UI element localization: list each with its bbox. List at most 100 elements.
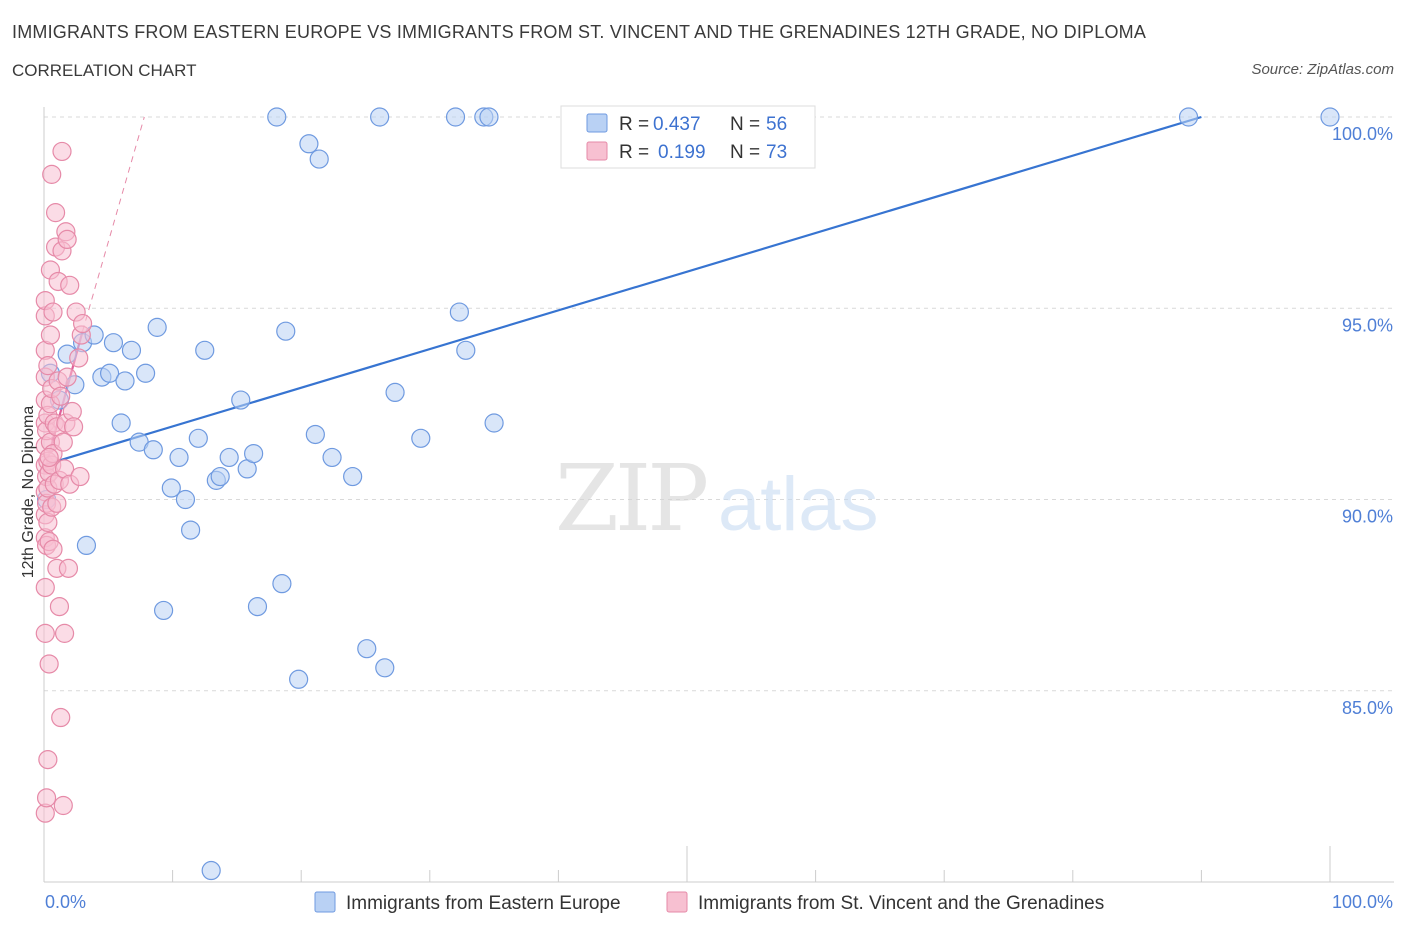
point-pink-48 xyxy=(49,596,70,617)
point-blue-42 xyxy=(357,639,377,659)
x-tick-label-1: 100.0% xyxy=(1332,892,1393,912)
point-blue-37 xyxy=(299,134,319,154)
point-blue-35 xyxy=(276,321,296,341)
point-pink-68 xyxy=(69,348,89,368)
stats-blue-swatch xyxy=(586,113,608,133)
point-pink-51 xyxy=(51,386,71,406)
stats-pink-r-label: R = xyxy=(619,142,649,163)
stats-pink-r-value: 0.199 xyxy=(658,142,706,163)
point-pink-42 xyxy=(45,203,66,223)
stats-legend: R = 0.437 N = 56 R = 0.199 N = 73 xyxy=(560,105,816,169)
point-blue-24 xyxy=(195,340,215,360)
point-blue-22 xyxy=(181,520,201,540)
point-pink-30 xyxy=(40,325,61,345)
point-blue-11 xyxy=(111,413,131,433)
trend-lines xyxy=(42,115,1202,474)
point-blue-44 xyxy=(375,658,395,678)
point-blue-12 xyxy=(115,371,135,391)
point-blue-34 xyxy=(272,574,292,594)
point-blue-48 xyxy=(449,302,469,322)
point-blue-55 xyxy=(1320,107,1340,127)
y-tick-label-1: 90.0% xyxy=(1342,507,1393,527)
point-blue-38 xyxy=(305,424,325,445)
point-blue-46 xyxy=(411,428,431,448)
point-pink-14 xyxy=(36,788,57,808)
point-pink-62 xyxy=(58,558,79,578)
point-blue-51 xyxy=(479,107,499,127)
watermark: ZIP atlas xyxy=(555,445,879,552)
point-pink-25 xyxy=(39,654,59,674)
point-pink-54 xyxy=(53,795,73,816)
legend-pink-label: Immigrants from St. Vincent and the Gren… xyxy=(698,893,1104,914)
y-axis-label: 12th Grade, No Diploma xyxy=(20,406,37,579)
point-blue-19 xyxy=(161,478,181,498)
legend-pink-swatch xyxy=(666,891,688,913)
source-note: Source: ZipAtlas.com xyxy=(1251,61,1394,78)
point-pink-38 xyxy=(43,302,63,322)
stats-blue-r-value: 0.437 xyxy=(653,114,701,135)
point-pink-36 xyxy=(43,539,63,559)
watermark-atlas: atlas xyxy=(718,462,879,547)
point-pink-53 xyxy=(52,141,72,162)
point-blue-16 xyxy=(143,440,163,460)
point-pink-72 xyxy=(39,447,59,468)
point-pink-71 xyxy=(72,313,93,334)
point-pink-60 xyxy=(57,367,77,387)
point-pink-50 xyxy=(51,707,71,728)
point-pink-2 xyxy=(35,577,55,598)
point-blue-29 xyxy=(231,390,251,410)
point-blue-40 xyxy=(322,447,342,468)
point-blue-36 xyxy=(289,669,309,689)
point-blue-18 xyxy=(153,600,174,621)
watermark-zip: ZIP xyxy=(555,445,706,552)
axis-ticks: 85.0% 90.0% 95.0% 100.0% 0.0% 100.0% xyxy=(45,124,1393,912)
trend-line-pink-extension xyxy=(82,116,145,332)
point-blue-41 xyxy=(343,466,363,487)
point-pink-66 xyxy=(63,417,84,437)
point-pink-19 xyxy=(38,749,58,770)
y-tick-label-2: 95.0% xyxy=(1342,315,1393,335)
point-pink-44 xyxy=(47,493,67,513)
series-legend: Immigrants from Eastern Europe Immigrant… xyxy=(314,891,1104,914)
stats-blue-r-label: R = xyxy=(619,114,649,135)
point-blue-45 xyxy=(385,382,405,402)
point-pink-61 xyxy=(57,229,77,249)
stats-pink-n-label: N = xyxy=(730,142,760,163)
point-blue-43 xyxy=(370,107,390,127)
point-blue-39 xyxy=(309,149,329,169)
legend-blue-swatch xyxy=(314,891,336,913)
point-blue-25 xyxy=(201,860,221,881)
stats-blue-n-label: N = xyxy=(730,114,760,135)
x-tick-label-0: 0.0% xyxy=(45,892,86,912)
point-pink-1 xyxy=(35,623,55,643)
point-pink-64 xyxy=(60,275,80,295)
chart-title: IMMIGRANTS FROM EASTERN EUROPE VS IMMIGR… xyxy=(12,22,1147,42)
point-pink-24 xyxy=(38,356,58,376)
stats-pink-swatch xyxy=(586,141,608,161)
point-blue-33 xyxy=(267,107,287,127)
stats-blue-n-value: 56 xyxy=(766,114,787,135)
point-blue-31 xyxy=(244,444,264,464)
point-pink-35 xyxy=(42,164,62,184)
data-points xyxy=(35,107,1340,881)
point-blue-15 xyxy=(135,363,156,383)
point-blue-52 xyxy=(484,413,504,433)
point-blue-6 xyxy=(76,535,97,556)
stats-pink-n-value: 73 xyxy=(766,142,787,163)
point-blue-17 xyxy=(147,317,167,337)
point-pink-69 xyxy=(70,466,90,487)
point-blue-13 xyxy=(121,340,142,360)
point-blue-54 xyxy=(1178,107,1199,127)
point-pink-56 xyxy=(54,623,75,643)
point-blue-9 xyxy=(99,363,120,383)
legend-blue-label: Immigrants from Eastern Europe xyxy=(346,893,621,914)
point-pink-55 xyxy=(53,432,73,452)
point-blue-27 xyxy=(210,466,230,487)
point-blue-23 xyxy=(188,428,208,448)
trend-line-blue xyxy=(43,115,1202,467)
point-blue-32 xyxy=(247,596,268,617)
point-blue-20 xyxy=(169,447,189,468)
y-tick-label-0: 85.0% xyxy=(1342,698,1393,718)
point-blue-47 xyxy=(445,107,466,127)
